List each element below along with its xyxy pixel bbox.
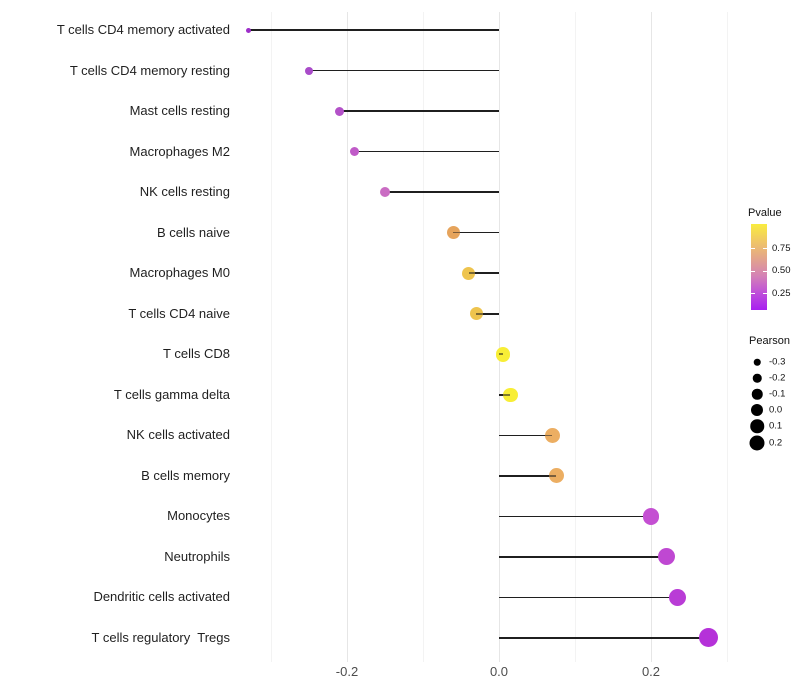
lollipop-stem (354, 150, 499, 153)
lollipop-stem (476, 312, 499, 315)
pearson-legend-item: 0.1 (749, 418, 799, 434)
category-label: Monocytes (167, 508, 230, 524)
pearson-legend-dot (753, 358, 761, 366)
colorbar-tick (763, 270, 767, 272)
colorbar-tick-label: 0.75 (772, 242, 791, 254)
lollipop-stem (309, 69, 499, 72)
lollipop-dot (305, 66, 313, 75)
gridline-minor (422, 12, 424, 662)
lollipop-dot (544, 427, 560, 443)
category-label: T cells gamma delta (113, 386, 230, 402)
colorbar-tick (751, 293, 755, 295)
pvalue-legend: Pvalue 0.75 0.50 0.25 (748, 207, 800, 310)
lollipop-stem (499, 475, 556, 477)
lollipop-stem (499, 556, 667, 558)
category-label: T cells CD4 memory activated (56, 22, 230, 37)
category-label: B cells memory (141, 467, 230, 483)
lollipop-stem (499, 434, 553, 437)
lollipop-stem (499, 637, 708, 639)
lollipop-dot (548, 468, 564, 484)
pearson-legend-dot (752, 373, 762, 383)
colorbar-tick (751, 248, 755, 250)
pearson-legend-item: 0.0 (749, 402, 799, 418)
lollipop-stem (453, 231, 499, 234)
pvalue-colorbar-wrap: 0.75 0.50 0.25 (748, 224, 794, 310)
pearson-legend-title: Pearson (749, 335, 790, 347)
pearson-legend-item: -0.1 (749, 386, 799, 402)
category-label: Dendritic cells activated (93, 589, 230, 605)
lollipop-dot (495, 347, 511, 362)
lollipop-dot (462, 266, 476, 280)
category-label: T cells CD4 memory resting (69, 62, 230, 78)
stem-through-dot (503, 393, 511, 396)
category-label: NK cells resting (139, 184, 230, 200)
stem-through-dot (544, 434, 553, 437)
pvalue-colorbar (751, 224, 767, 310)
x-axis-tick-label: -0.2 (335, 664, 359, 679)
pearson-legend-dot (749, 435, 765, 451)
stem-through-dot (498, 353, 503, 356)
gridline-major (498, 12, 500, 662)
colorbar-tick (751, 270, 755, 272)
pearson-legend-dot (751, 388, 763, 400)
lollipop-dot (469, 307, 483, 321)
lollipop-dot (668, 588, 687, 607)
lollipop-dot (349, 146, 360, 157)
lollipop-stem (248, 29, 499, 31)
pearson-legend-label: 0.0 (769, 404, 783, 416)
gridline-minor (726, 12, 728, 662)
category-label: T cells CD8 (163, 346, 230, 362)
stem-through-dot (468, 272, 476, 274)
category-label: NK cells activated (126, 427, 230, 443)
colorbar-tick (763, 293, 767, 295)
pvalue-legend-title: Pvalue (748, 207, 782, 219)
stem-through-dot (453, 231, 460, 234)
pearson-legend-label: -0.2 (769, 372, 786, 384)
pearson-legend-item: 0.2 (749, 434, 799, 451)
pearson-legend-item: -0.3 (749, 354, 799, 370)
gridline-minor (270, 12, 272, 662)
pearson-legend-label: -0.1 (769, 388, 786, 400)
lollipop-stem (385, 191, 499, 193)
gridline-minor (574, 12, 576, 662)
lollipop-dot (503, 387, 518, 403)
lollipop-stem (499, 515, 651, 518)
pearson-legend-label: -0.3 (769, 356, 786, 368)
lollipop-stem (339, 110, 499, 112)
pearson-legend: Pearson -0.3 -0.2 -0.1 0.0 0.1 0.2 (749, 335, 799, 451)
lollipop-dot (245, 27, 251, 33)
pearson-legend-dot (750, 419, 764, 434)
lollipop-dot (698, 628, 718, 648)
lollipop-dot (334, 106, 344, 116)
category-label: Mast cells resting (129, 103, 230, 119)
gridline-major (650, 12, 652, 662)
lollipop-dot (657, 548, 675, 566)
pearson-legend-item: -0.2 (749, 370, 799, 386)
pearson-legend-label: 0.1 (769, 420, 783, 432)
pearson-legend-dot (751, 404, 763, 417)
category-label: T cells CD4 naive (128, 305, 230, 321)
x-axis-tick-label: 0.2 (641, 664, 661, 679)
colorbar-tick-label: 0.25 (772, 287, 791, 299)
x-axis-tick-label: 0.0 (489, 664, 509, 679)
lollipop-stem (468, 272, 499, 274)
gridline-major (346, 12, 348, 662)
category-label: Macrophages M0 (129, 265, 230, 281)
pearson-legend-label: 0.2 (769, 437, 783, 449)
category-label: B cells naive (157, 224, 230, 240)
category-label: Macrophages M2 (129, 143, 230, 159)
colorbar-tick (763, 248, 767, 250)
category-label: T cells regulatory Tregs (91, 629, 230, 645)
stem-through-dot (476, 312, 483, 315)
lollipop-dot (642, 508, 660, 525)
category-label: Neutrophils (164, 548, 230, 564)
stem-through-dot (548, 475, 556, 477)
colorbar-tick-label: 0.50 (772, 265, 791, 277)
lollipop-stem (499, 596, 678, 599)
pearson-legend-items: -0.3 -0.2 -0.1 0.0 0.1 0.2 (749, 354, 799, 451)
lollipop-dot (446, 226, 460, 240)
lollipop-dot (379, 186, 391, 198)
